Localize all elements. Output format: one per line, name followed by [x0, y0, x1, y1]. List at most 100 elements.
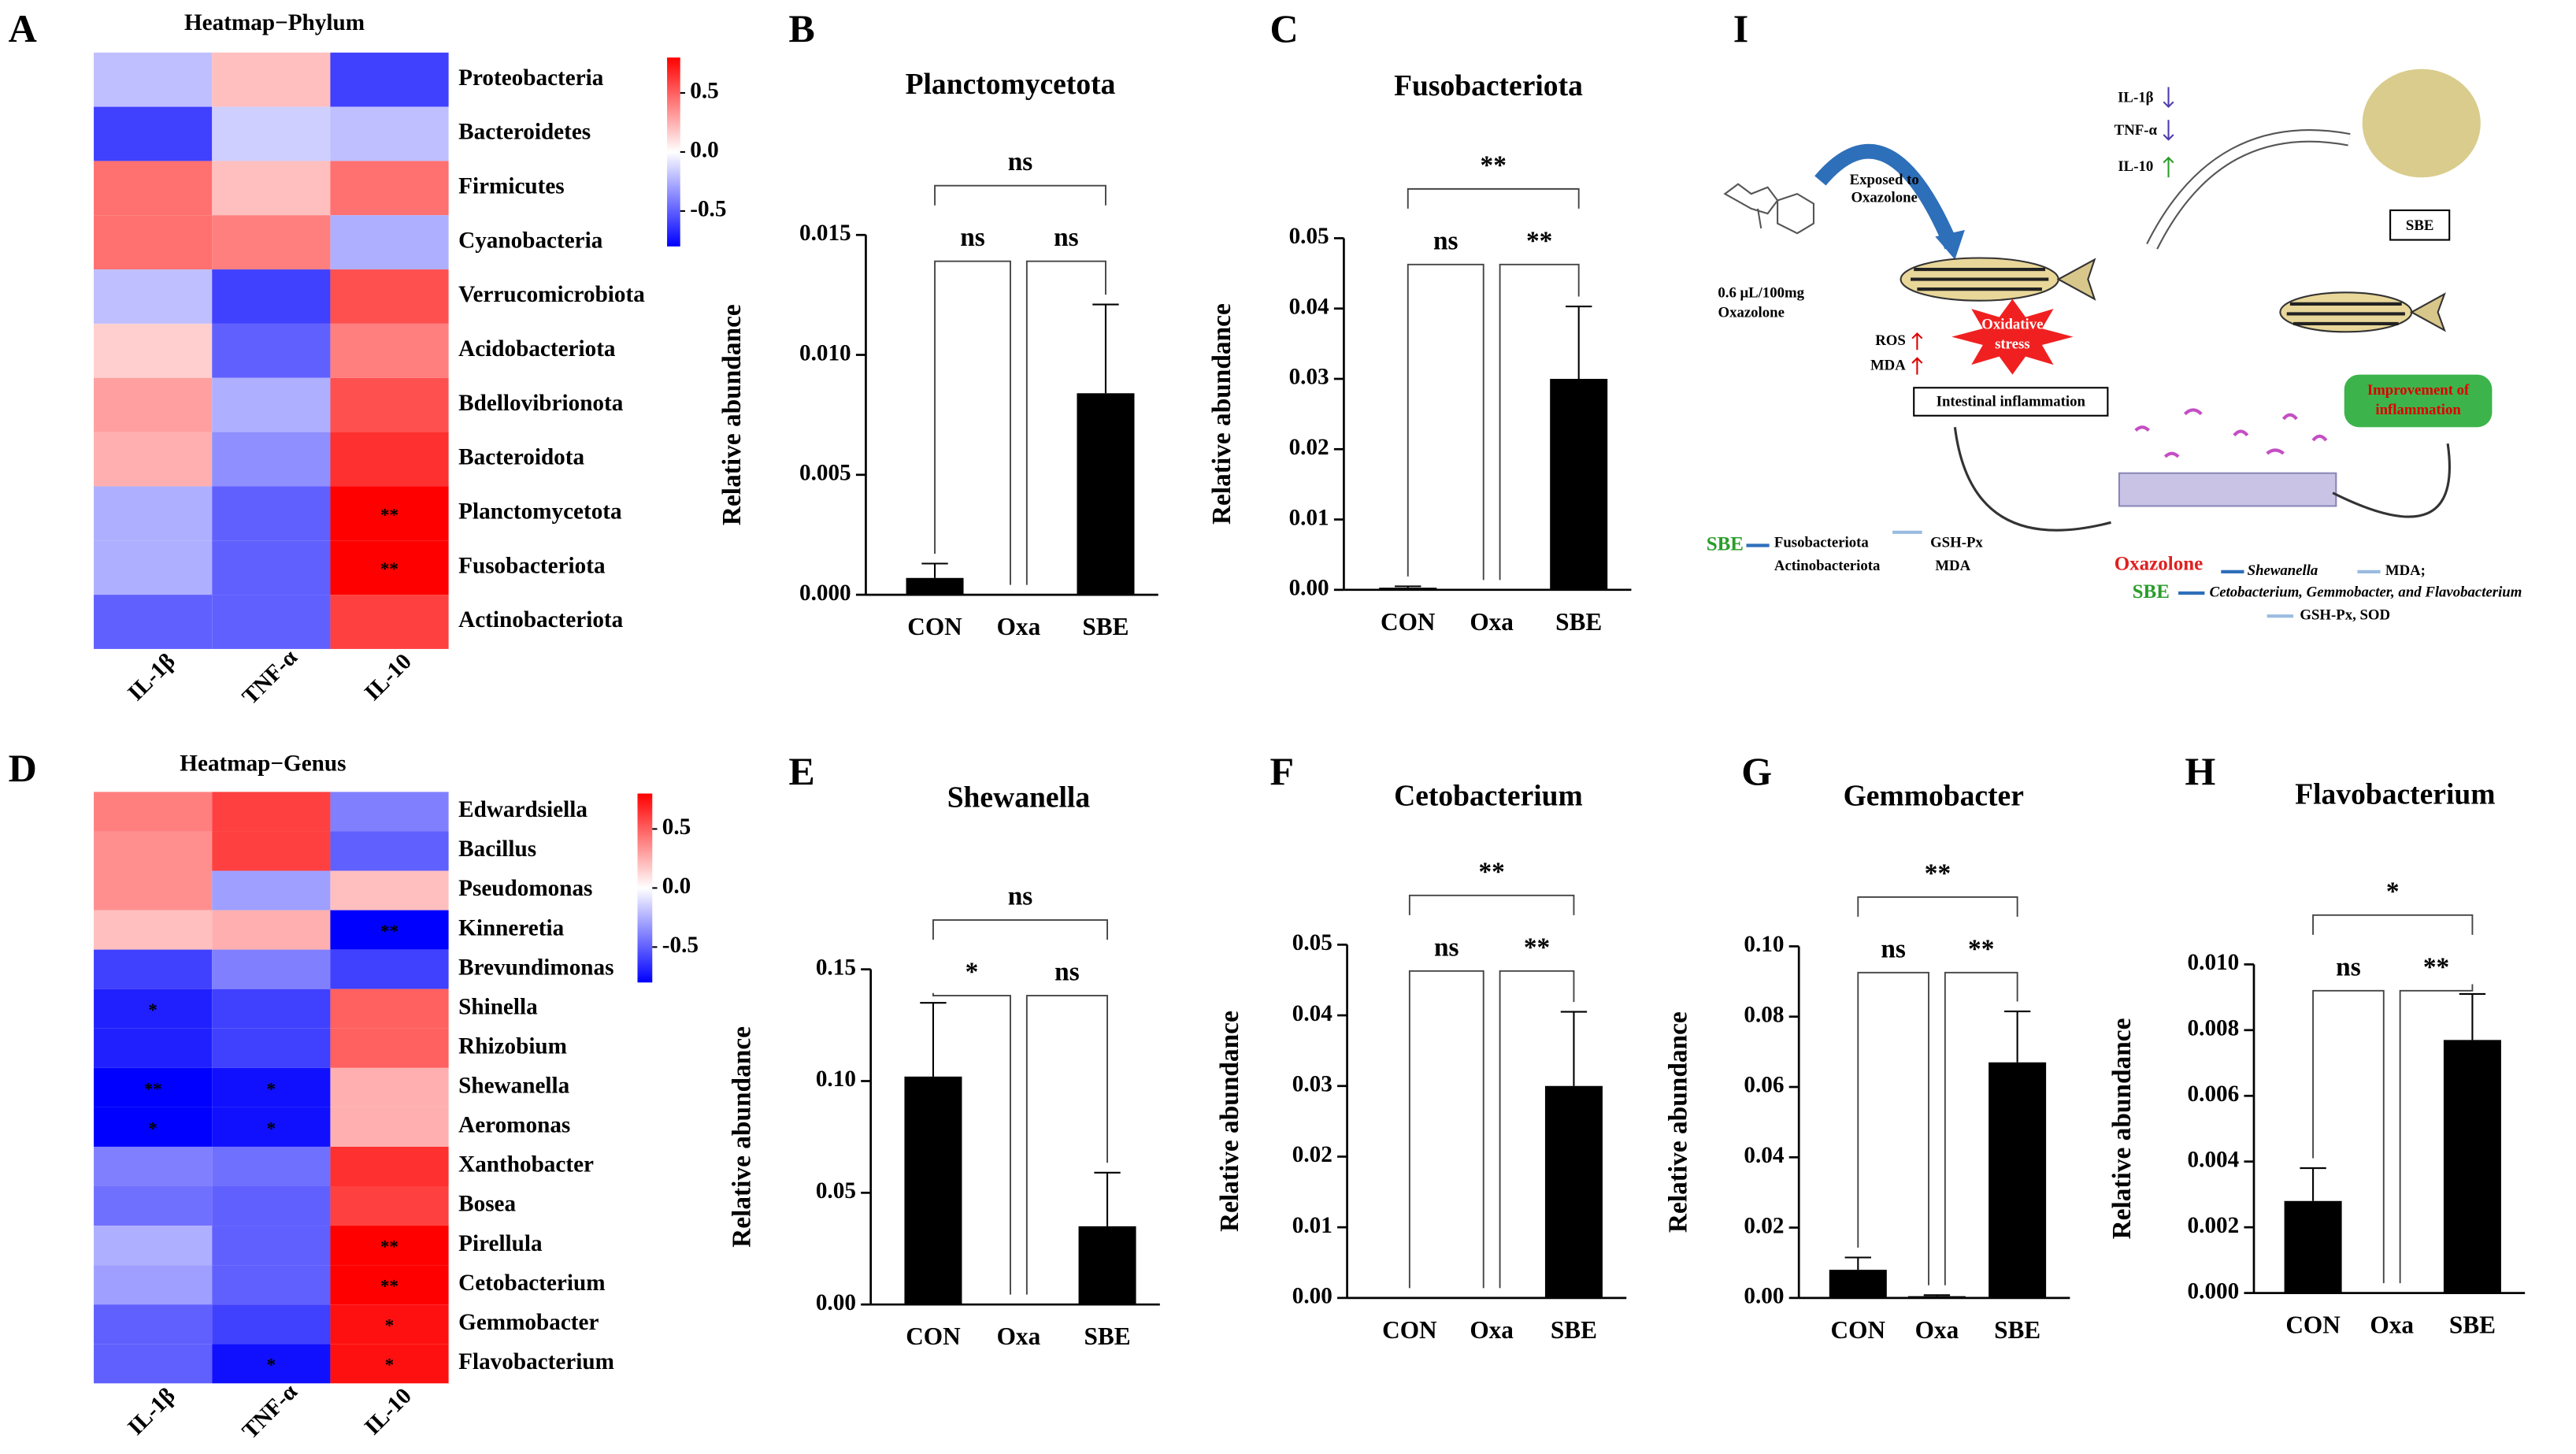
y-tick-label: 0.04 [1289, 294, 1329, 319]
enzyme: MDA [1935, 558, 1970, 574]
row-label: Shewanella [458, 1074, 569, 1099]
significance-label: ** [1925, 859, 1951, 888]
heatmap-cell [212, 377, 331, 432]
error-bar [920, 1002, 947, 1077]
heatmap-cell [330, 215, 449, 270]
x-tick-label: CON [1831, 1316, 1886, 1344]
significance: ** [144, 1079, 162, 1099]
y-tick-label: 0.000 [799, 580, 851, 606]
bar [1989, 1062, 2047, 1298]
heatmap-cell [330, 1226, 449, 1266]
panel-letter: H [2185, 749, 2215, 793]
bar [1078, 1226, 1136, 1305]
error-bar [1923, 1294, 1951, 1296]
x-tick-label: Oxa [997, 1322, 1041, 1350]
heatmap-cell [94, 595, 213, 649]
y-tick-label: 0.02 [1289, 435, 1329, 460]
y-tick-label: 0.00 [816, 1290, 856, 1315]
y-tick-label: 0.00 [1744, 1284, 1784, 1309]
bar [2284, 1200, 2342, 1293]
heatmap-cell [94, 106, 213, 161]
significance-label: ns [1054, 223, 1079, 252]
y-tick-label: 0.00 [1292, 1284, 1332, 1309]
heatmap-cell [212, 1146, 331, 1187]
error-bar [1844, 1256, 1871, 1270]
panel-letter: E [788, 749, 814, 793]
curved-arrow [2146, 129, 2351, 250]
x-tick-label: CON [1381, 608, 1436, 636]
heatmap-cell [94, 910, 213, 950]
y-tick-label: 0.03 [1289, 365, 1329, 390]
heatmap-cell [94, 1146, 213, 1187]
row-label: Rhizobium [458, 1033, 567, 1059]
significance-bracket [932, 919, 1108, 940]
chart-title: Cetobacterium [1394, 780, 1583, 812]
stress-text: stress [1995, 336, 2029, 352]
heatmap-cell [330, 52, 449, 107]
heatmap-cell [330, 269, 449, 324]
y-tick-label: 0.04 [1744, 1143, 1784, 1168]
improvement: Improvement of [2367, 382, 2470, 399]
bar [1077, 393, 1135, 595]
significance-bracket [1407, 263, 1484, 580]
heatmap-cell [330, 1344, 449, 1384]
significance-label: ** [1524, 933, 1550, 962]
y-axis-label: Relative abundance [2107, 1018, 2137, 1240]
colorbar-label: 0.5 [662, 814, 691, 840]
heatmap-cell [212, 161, 331, 216]
up-arrow [2163, 156, 2174, 178]
significance-label: ns [960, 223, 985, 252]
y-tick-label: 0.010 [2188, 950, 2240, 975]
exposure-text: Exposed to [1850, 172, 1919, 188]
y-tick-label: 0.06 [1744, 1073, 1784, 1098]
significance: * [385, 1316, 394, 1336]
significance-label: * [2386, 877, 2400, 906]
heatmap-cell [94, 831, 213, 871]
significance-bracket [934, 260, 1011, 585]
significance: ** [380, 1237, 398, 1257]
error-bar [1566, 306, 1592, 380]
y-tick-label: 0.015 [799, 221, 851, 246]
heatmap-cell [94, 949, 213, 989]
column-label: IL-1β [123, 649, 180, 707]
heatmap-cell [94, 269, 213, 324]
row-label: Fusobacteriota [458, 553, 606, 578]
heatmap-cell [94, 1226, 213, 1266]
column-label: TNF-α [238, 1379, 302, 1444]
significance-bracket [2312, 914, 2474, 935]
chart-title: Flavobacterium [2295, 778, 2495, 810]
heatmap-cell [94, 1107, 213, 1147]
y-tick-label: 0.006 [2188, 1081, 2240, 1107]
heatmap-cell [212, 1186, 331, 1226]
y-tick-label: 0.01 [1289, 505, 1329, 530]
x-tick-label: SBE [1551, 1316, 1597, 1344]
error-bar [2459, 992, 2486, 1040]
heatmap-cell [330, 1186, 449, 1226]
heatmap-cell [94, 1186, 213, 1226]
down-arrow [2163, 87, 2174, 141]
heatmap-cell [330, 106, 449, 161]
heatmap-cell [212, 988, 331, 1029]
enzyme: GSH-Px [1930, 535, 1983, 551]
heatmap-cell [330, 949, 449, 989]
panel-letter: G [1741, 749, 1772, 793]
heatmap-cell [94, 1067, 213, 1107]
curved-arrow [1953, 427, 2111, 532]
chart-title: Planctomycetota [906, 69, 1116, 101]
row-label: Bdellovibrionota [458, 391, 624, 416]
x-tick-label: Oxa [1470, 608, 1514, 636]
heatmap-cell [212, 595, 331, 649]
significance-label: ** [1968, 934, 1994, 963]
dose: 0.6 μL/100mg [1718, 285, 1804, 302]
row-label: Gemmobacter [458, 1310, 599, 1335]
heatmap-cell [94, 1265, 213, 1305]
column-label: IL-1β [123, 1383, 180, 1441]
colorbar [637, 793, 653, 983]
significance-bracket [1499, 263, 1580, 580]
arrow-head [1935, 230, 1965, 260]
up-arrow [1911, 332, 1923, 375]
heatmap-cell [330, 870, 449, 911]
significance-bracket [1408, 894, 1575, 915]
chart-title: Heatmap−Genus [180, 751, 346, 777]
panel-letter: B [788, 6, 814, 50]
